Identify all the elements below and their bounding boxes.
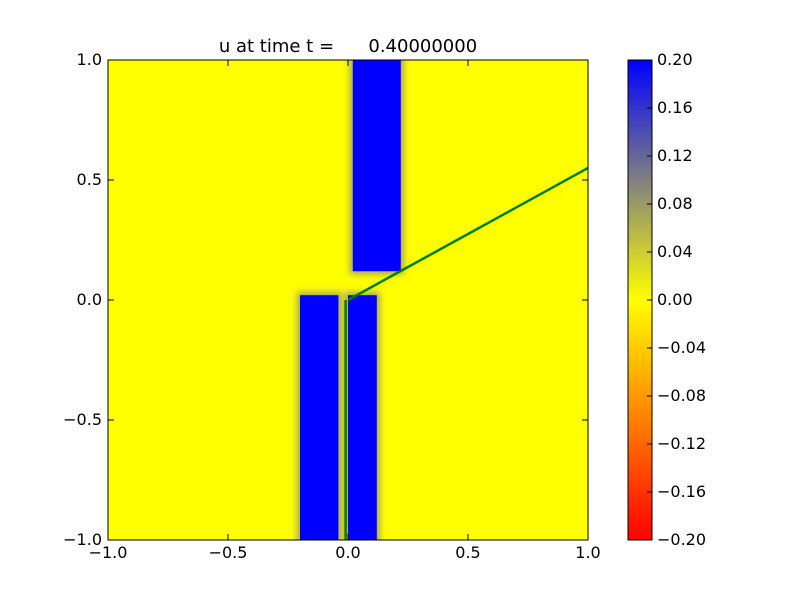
- y-tick-label: 1.0: [77, 50, 102, 69]
- colorbar-tick-label: −0.12: [657, 434, 706, 453]
- region-right-leg: [348, 295, 377, 540]
- colorbar-tick-label: 0.04: [657, 242, 693, 261]
- x-tick-label: 0.5: [455, 543, 480, 562]
- colorbar-tick-label: −0.04: [657, 338, 706, 357]
- line-ray-diagonal: [347, 166, 588, 302]
- colorbar-tick-label: 0.16: [657, 98, 693, 117]
- x-tick-label: −1.0: [89, 543, 128, 562]
- colorbar-tick-label: −0.20: [657, 530, 706, 549]
- x-tick-label: 1.0: [575, 543, 600, 562]
- heatmap-area: −1.0 −0.5 0.0 0.5 1.0 −1.0 −0.5 0.0 0.5 1.0: [63, 50, 601, 562]
- y-tick-label: −0.5: [63, 410, 102, 429]
- colorbar-tick-label: 0.12: [657, 146, 693, 165]
- colorbar-tick-label: 0.08: [657, 194, 693, 213]
- region-left-leg: [300, 295, 339, 540]
- colorbar-tick-label: 0.20: [657, 50, 693, 69]
- x-tick-label: −0.5: [209, 543, 248, 562]
- y-tick-label: 0.0: [77, 290, 102, 309]
- chart-title: u at time t = 0.40000000: [219, 36, 477, 57]
- colorbar: −0.20 −0.16 −0.12 −0.08 −0.04 0.00 0.04 0.08 0.1…: [627, 50, 706, 549]
- colorbar-tick-label: 0.00: [657, 290, 693, 309]
- region-upper-band: [352, 60, 401, 272]
- x-tick-label: 0.0: [335, 543, 360, 562]
- colorbar-tick-label: −0.08: [657, 386, 706, 405]
- y-tick-label: 0.5: [77, 170, 102, 189]
- colorbar-tick-label: −0.16: [657, 482, 706, 501]
- y-tick-label: −1.0: [63, 530, 102, 549]
